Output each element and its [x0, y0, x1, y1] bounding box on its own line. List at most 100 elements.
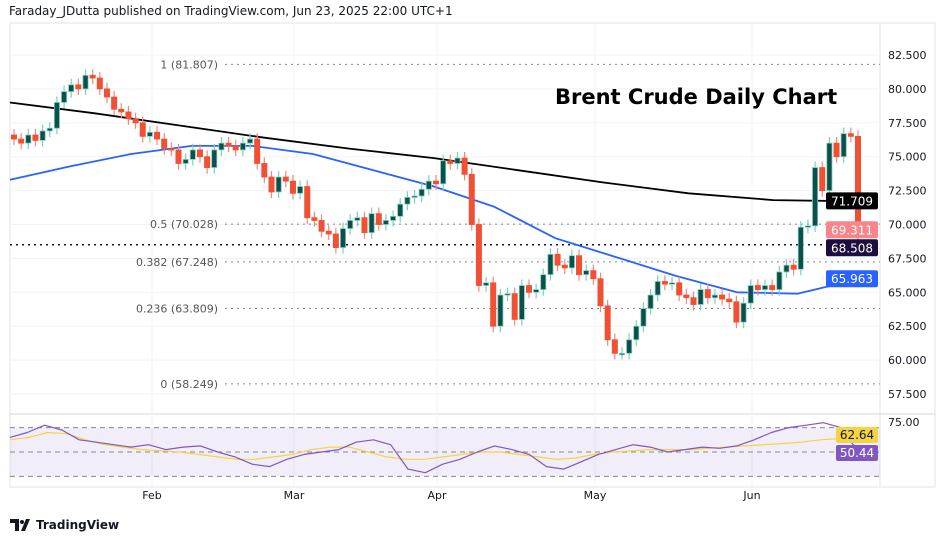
candle — [819, 161, 826, 197]
chart-title: Brent Crude Daily Chart — [555, 85, 837, 109]
candle — [68, 78, 75, 98]
price-label-bg — [826, 221, 878, 239]
candle — [418, 183, 425, 203]
candle-body — [311, 217, 318, 221]
candle-body — [533, 289, 540, 293]
rsi-axis-label: 75.00 — [888, 416, 920, 429]
candle — [618, 347, 625, 360]
price-label: 71.709 — [831, 194, 873, 208]
candle-body — [318, 220, 325, 232]
candle — [89, 69, 96, 85]
tradingview-logo-icon — [10, 519, 30, 531]
candle — [611, 333, 618, 360]
candle-body — [797, 226, 804, 270]
candle — [196, 143, 203, 163]
candle-body — [340, 228, 347, 248]
candle — [239, 137, 246, 157]
candle-body — [96, 77, 103, 90]
candle-body — [218, 142, 225, 151]
fib-level-label: 0 (58.249) — [160, 378, 218, 391]
candle — [261, 157, 268, 184]
candle-body — [554, 253, 561, 266]
candle-body — [175, 149, 182, 164]
candle — [275, 170, 282, 199]
candle — [697, 283, 704, 311]
candle-body — [61, 91, 68, 103]
candle-body — [361, 217, 368, 234]
candle — [790, 259, 797, 276]
candle — [640, 302, 647, 333]
candle — [518, 279, 525, 326]
candle — [139, 116, 146, 143]
candle — [568, 249, 575, 274]
candle-body — [604, 305, 611, 341]
candle — [683, 288, 690, 304]
candle-body — [711, 294, 718, 299]
candle — [533, 283, 540, 299]
candle — [468, 168, 475, 231]
candle-body — [75, 84, 82, 90]
fib-level-label: 1 (81.807) — [160, 58, 218, 71]
candle-body — [511, 293, 518, 320]
candle — [447, 154, 454, 170]
price-label-bg — [826, 192, 878, 210]
y-tick-label: 80.000 — [888, 83, 927, 96]
candle-body — [82, 74, 89, 90]
rsi-label-bg — [836, 427, 878, 444]
candle — [32, 128, 39, 147]
candle — [204, 150, 211, 174]
candle-body — [483, 282, 490, 286]
y-tick-label: 60.000 — [888, 354, 927, 367]
candle-body — [690, 297, 697, 305]
x-tick-label: Feb — [142, 489, 161, 502]
rsi-label-bg — [836, 445, 878, 462]
candle — [719, 288, 726, 306]
candle — [225, 137, 232, 152]
candle-body — [397, 203, 404, 217]
candle-body — [497, 294, 504, 327]
candle-body — [504, 293, 511, 296]
candle-body — [461, 157, 468, 175]
candle-body — [475, 224, 482, 286]
candle-body — [683, 294, 690, 299]
candle — [10, 128, 17, 146]
candle-body — [676, 282, 683, 296]
y-tick-label: 62.500 — [888, 320, 927, 333]
candle-body — [111, 96, 118, 110]
candle — [590, 264, 597, 285]
candle-body — [232, 145, 239, 151]
candle — [75, 78, 82, 96]
candle — [311, 211, 318, 227]
candle — [211, 143, 218, 174]
candle-body — [590, 270, 597, 280]
candle — [182, 153, 189, 170]
price-label-bg — [826, 270, 878, 288]
candle-body — [855, 135, 862, 235]
candle — [39, 124, 46, 147]
candle — [833, 137, 840, 163]
candle — [661, 275, 668, 291]
fib-level-label: 0.5 (70.028) — [150, 218, 218, 231]
candle — [18, 132, 25, 150]
ma50-line — [9, 144, 859, 295]
candle-body — [118, 108, 125, 113]
candle — [232, 139, 239, 157]
candle — [540, 268, 547, 296]
candle-body — [68, 84, 75, 93]
candle-body — [661, 281, 668, 285]
candle-body — [132, 118, 139, 124]
candle-body — [347, 220, 354, 229]
candle-body — [561, 264, 568, 269]
candle — [440, 154, 447, 190]
candle-body — [225, 142, 232, 147]
y-tick-label: 57.500 — [888, 388, 927, 401]
candle — [354, 211, 361, 227]
candle-body — [204, 156, 211, 168]
candle — [740, 297, 747, 329]
candle-body — [268, 176, 275, 193]
candle-body — [826, 142, 833, 191]
candle — [46, 122, 53, 138]
candle-body — [332, 233, 339, 248]
